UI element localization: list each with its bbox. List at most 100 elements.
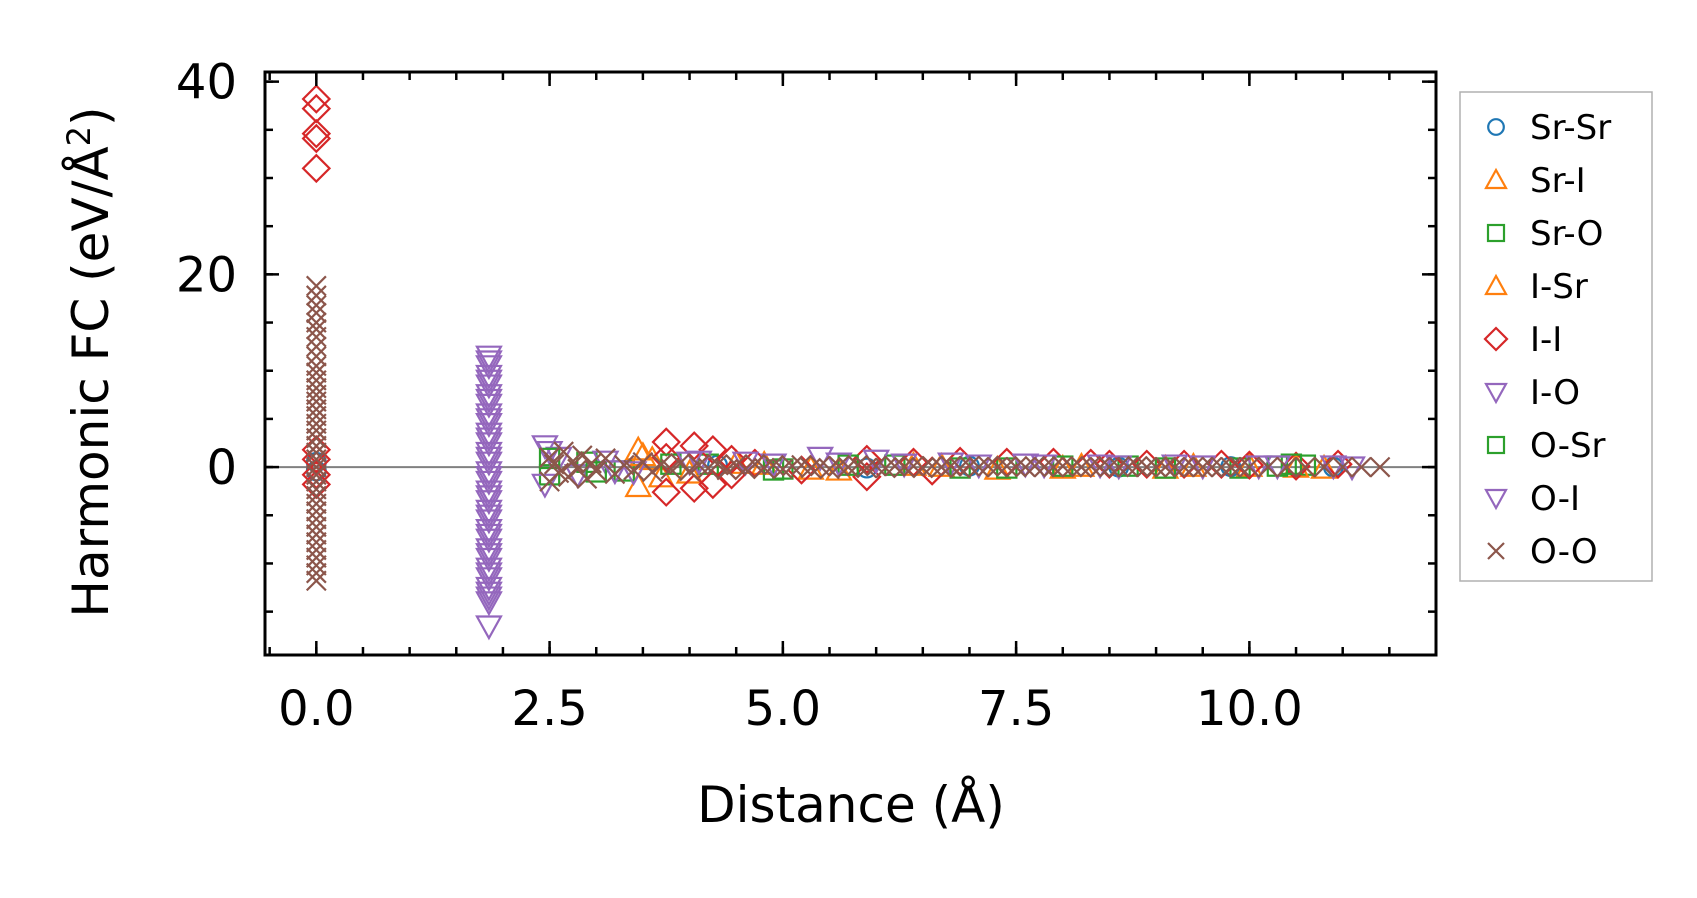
legend-item: Sr-Sr (1487, 108, 1611, 148)
data-point-i-o (475, 586, 503, 612)
data-point-o-o (1220, 456, 1242, 478)
data-point-o-o (305, 478, 327, 500)
data-point-o-o (1332, 456, 1354, 478)
data-point-sr-i (624, 435, 653, 461)
data-point-o-i (1263, 455, 1292, 481)
data-point-i-o (1319, 455, 1348, 481)
data-point-i-o (1160, 454, 1189, 480)
data-point-o-i (475, 504, 503, 530)
data-point-i-i (651, 442, 681, 473)
plot-frame (263, 70, 1438, 657)
legend-item: O-O (1487, 532, 1598, 572)
y-axis-label-superscript: 2 (60, 126, 98, 146)
data-point-o-o (884, 455, 906, 477)
data-point-o-i (475, 591, 503, 617)
data-point-o-o (1089, 456, 1111, 478)
y-axis-label-tail: ) (62, 106, 120, 126)
data-point-o-o (305, 464, 327, 486)
x-tick-label: 2.5 (511, 681, 587, 737)
y-tick-label: 40 (176, 55, 237, 111)
data-point-o-o (305, 539, 327, 561)
data-point-o-o (305, 345, 327, 367)
data-point-o-i (475, 466, 503, 491)
data-point-o-i (601, 460, 629, 486)
data-point-i-o (475, 480, 503, 506)
data-points (301, 84, 1391, 641)
data-point-o-sr (949, 457, 971, 479)
data-point-o-o (305, 302, 327, 324)
data-point-o-i (475, 427, 503, 453)
data-point-o-i (475, 523, 503, 549)
data-point-o-o (1350, 456, 1372, 478)
legend-item: O-Sr (1486, 426, 1606, 466)
legend-marker (1486, 435, 1506, 455)
data-point-o-o (1071, 456, 1092, 478)
data-point-i-o (475, 451, 503, 477)
data-point-o-o (305, 570, 327, 592)
data-point-o-i (475, 369, 503, 395)
data-point-o-o (305, 362, 327, 384)
data-point-i-o (475, 470, 503, 496)
data-point-o-o (305, 413, 327, 435)
data-point-o-o (305, 471, 327, 492)
data-point-o-o (968, 456, 990, 478)
data-point-o-o (305, 369, 327, 391)
legend-label: I-Sr (1530, 267, 1588, 307)
data-point-o-o (305, 405, 327, 427)
data-point-i-o (1244, 455, 1273, 481)
data-point-o-o (1080, 455, 1102, 477)
data-point-i-o (475, 461, 503, 487)
data-point-o-o (996, 455, 1018, 477)
data-point-i-o (475, 557, 503, 583)
data-point-o-o (1257, 456, 1279, 478)
data-point-i-o (475, 519, 503, 544)
data-point-i-i (1234, 450, 1265, 480)
data-point-i-i (1323, 449, 1353, 479)
data-point-i-sr (1048, 453, 1077, 479)
data-point-o-o (305, 336, 327, 358)
legend-label: I-O (1530, 373, 1580, 413)
data-point-i-o (475, 413, 503, 438)
data-point-i-o (475, 576, 503, 602)
axes (263, 70, 1438, 657)
data-point-o-o (1276, 456, 1298, 478)
data-point-o-o (707, 453, 728, 475)
data-point-o-o (781, 455, 803, 477)
data-point-o-i (890, 453, 919, 479)
data-point-i-o (619, 461, 648, 487)
data-point-o-o (305, 391, 327, 412)
data-point-o-o (931, 456, 952, 478)
legend-marker (1486, 223, 1506, 243)
y-axis-label: Harmonic FC (eV/Å2) (60, 106, 120, 617)
legend-item: I-I (1483, 320, 1562, 360)
ticks: 0.0 2.5 5.0 7.5 10.0 0 20 40 (176, 55, 1438, 737)
data-point-i-o (475, 355, 503, 381)
data-point-o-o (669, 452, 691, 474)
data-point-o-i (475, 485, 503, 511)
legend-label: I-I (1530, 320, 1562, 360)
data-point-o-o (1201, 456, 1223, 478)
data-point-i-o (475, 567, 503, 593)
data-point-o-i (475, 581, 503, 607)
legend-item: Sr-O (1486, 214, 1603, 254)
data-point-i-i (716, 444, 747, 475)
data-point-o-o (305, 420, 327, 441)
legend-marker (1487, 118, 1505, 136)
data-point-i-o (475, 528, 503, 554)
legend-item: I-O (1484, 373, 1580, 413)
y-tick-label: 0 (206, 440, 237, 496)
data-point-o-o (1099, 456, 1120, 478)
data-point-o-o (1164, 456, 1186, 478)
data-point-o-o (1043, 456, 1064, 478)
data-point-i-o (475, 509, 503, 535)
data-point-i-i (301, 84, 332, 114)
data-point-o-o (595, 448, 616, 469)
data-point-o-o (1173, 456, 1195, 478)
legend-box (1459, 91, 1653, 582)
data-point-o-i (964, 454, 993, 480)
legend-label: O-Sr (1530, 426, 1606, 466)
data-point-o-o (679, 460, 700, 482)
data-point-i-o (1011, 453, 1040, 479)
legend-marker (1487, 542, 1505, 560)
